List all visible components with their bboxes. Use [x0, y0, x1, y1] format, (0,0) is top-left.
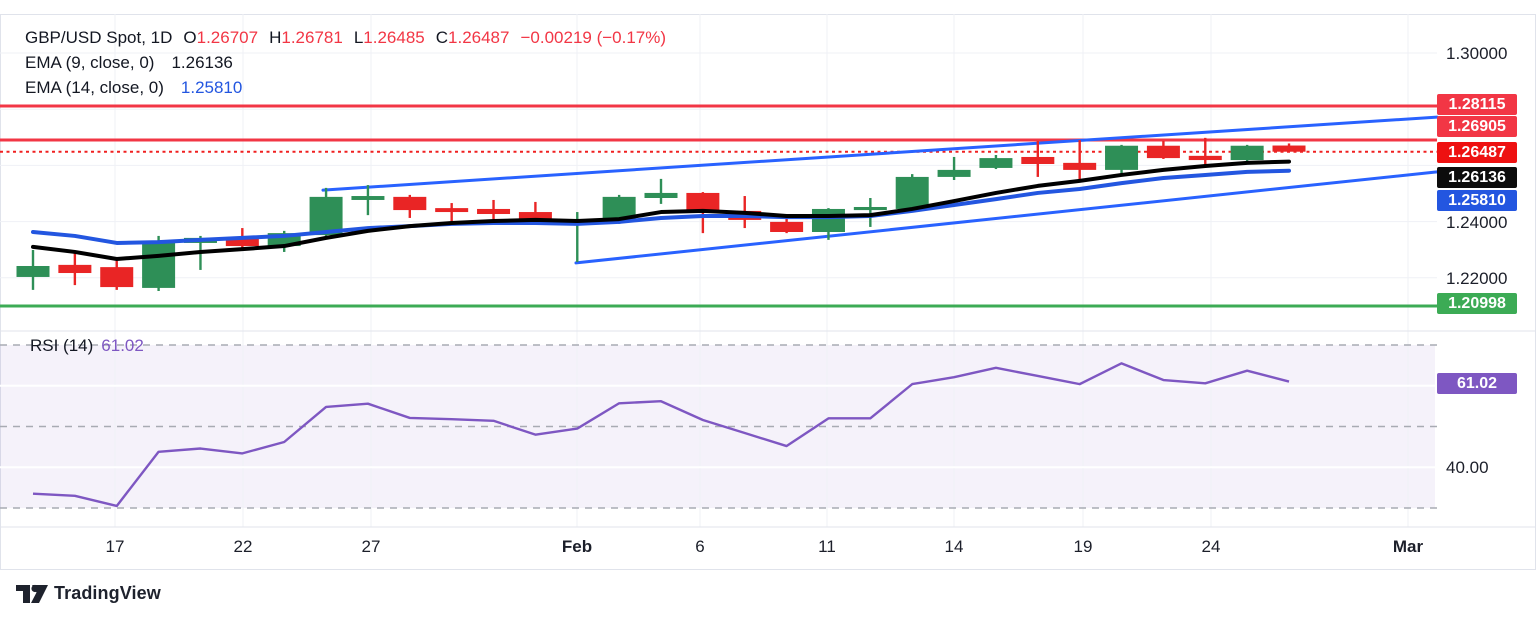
tradingview-wordmark[interactable]: TradingView: [54, 582, 161, 603]
time-axis-tick: Mar: [1392, 537, 1424, 556]
price-axis-badge: 1.25810: [1437, 189, 1517, 211]
price-axis-badge: 1.28115: [1437, 93, 1517, 115]
time-axis-tick: 14: [944, 537, 964, 556]
rsi-axis-badge: 61.02: [1437, 372, 1517, 394]
time-axis-tick: 22: [233, 537, 253, 556]
rsi-label: RSI (14): [30, 336, 94, 355]
rsi-value: 61.02: [101, 336, 144, 355]
candle[interactable]: [937, 169, 971, 177]
trendline[interactable]: [321, 115, 1439, 192]
candle[interactable]: [100, 267, 134, 288]
ema9-line[interactable]: [31, 159, 1292, 261]
ema14-value: 1.25810: [180, 78, 243, 97]
candle[interactable]: [979, 158, 1013, 168]
rsi-line[interactable]: [32, 362, 1290, 508]
ohlc-close: C1.26487: [435, 28, 510, 47]
candle[interactable]: [142, 242, 176, 288]
candle[interactable]: [1188, 155, 1222, 161]
candle[interactable]: [1063, 162, 1097, 170]
price-change: −0.00219 (−0.17%): [520, 28, 667, 47]
ema14-legend[interactable]: EMA (14, close, 0) 1.25810: [25, 78, 242, 98]
ema9-legend[interactable]: EMA (9, close, 0) 1.26136: [25, 53, 233, 73]
price-axis-badge: 1.26487: [1437, 141, 1517, 163]
ohlc-open: O1.26707: [183, 28, 259, 47]
candle[interactable]: [1021, 156, 1055, 164]
price-axis-badge: 1.26136: [1437, 166, 1517, 188]
price-axis-badge: 1.20998: [1437, 292, 1517, 314]
candle[interactable]: [686, 192, 720, 213]
candle[interactable]: [393, 196, 427, 211]
candle[interactable]: [477, 208, 511, 215]
trendline[interactable]: [574, 170, 1439, 265]
rsi-axis-label: 40.00: [1446, 458, 1489, 478]
time-axis-tick: 27: [361, 537, 381, 556]
candle[interactable]: [435, 208, 469, 213]
footer-branding: TradingView: [15, 580, 161, 606]
time-axis-tick: 6: [695, 537, 705, 556]
candle[interactable]: [16, 265, 50, 277]
symbol-title: GBP/USD Spot, 1D: [25, 28, 173, 47]
time-axis-tick: Feb: [561, 537, 593, 556]
candle[interactable]: [1146, 145, 1180, 159]
candle[interactable]: [1230, 145, 1264, 161]
candle[interactable]: [225, 237, 259, 247]
candle[interactable]: [895, 176, 929, 209]
candle[interactable]: [309, 196, 343, 236]
candle[interactable]: [1272, 145, 1306, 152]
price-axis-label: 1.30000: [1446, 44, 1508, 63]
candle[interactable]: [644, 192, 678, 198]
candle[interactable]: [853, 206, 887, 211]
time-axis-tick: 24: [1201, 537, 1221, 556]
rsi-legend[interactable]: RSI (14) 61.02: [30, 336, 144, 356]
ohlc-low: L1.26485: [353, 28, 425, 47]
price-axis-badge: 1.26905: [1437, 115, 1517, 137]
ema9-label: EMA (9, close, 0): [25, 53, 155, 72]
price-axis-label: 1.24000: [1446, 212, 1508, 232]
candle[interactable]: [58, 264, 92, 274]
time-axis-tick: 19: [1073, 537, 1093, 556]
time-axis-tick: 17: [105, 537, 125, 556]
price-axis-label: 1.22000: [1446, 268, 1508, 288]
ema9-value: 1.26136: [171, 53, 233, 72]
time-axis-tick: 11: [818, 537, 836, 556]
ema14-line[interactable]: [31, 168, 1292, 245]
candle[interactable]: [518, 212, 552, 222]
candle[interactable]: [1105, 145, 1139, 170]
candle[interactable]: [770, 221, 804, 232]
symbol-legend[interactable]: GBP/USD Spot, 1D O1.26707 H1.26781 L1.26…: [25, 28, 666, 48]
candle[interactable]: [351, 196, 385, 200]
ohlc-high: H1.26781: [269, 28, 343, 47]
ema14-label: EMA (14, close, 0): [25, 78, 164, 97]
tradingview-logo-icon[interactable]: [15, 580, 49, 606]
candle[interactable]: [811, 208, 845, 232]
